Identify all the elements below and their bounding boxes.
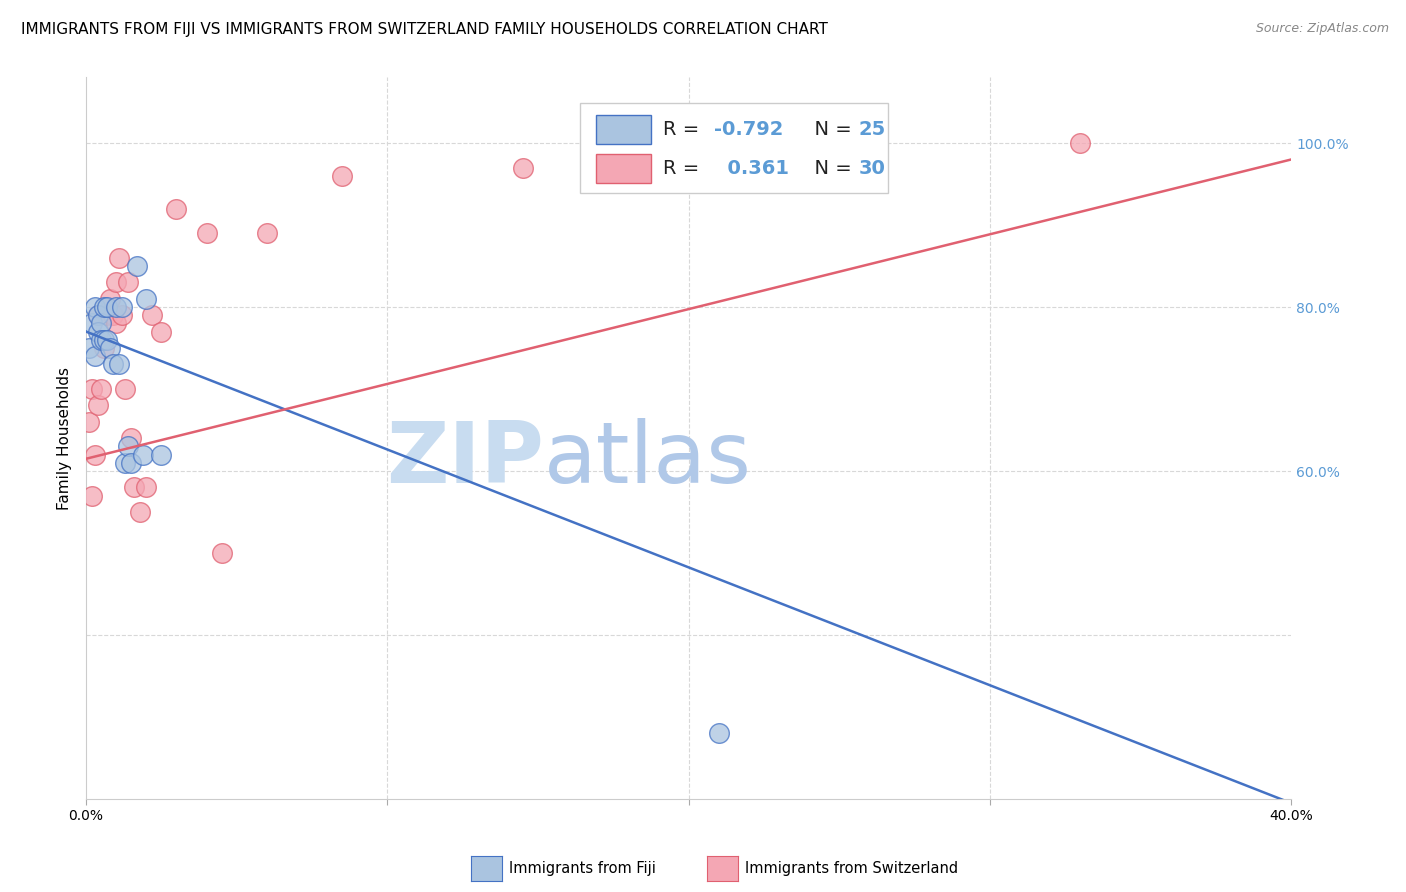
Text: N =: N = bbox=[801, 120, 858, 139]
Point bbox=[135, 480, 157, 494]
Point bbox=[114, 382, 136, 396]
Point bbox=[84, 448, 107, 462]
Point bbox=[166, 202, 188, 216]
Point bbox=[82, 382, 104, 396]
Point bbox=[77, 341, 100, 355]
Point bbox=[127, 259, 149, 273]
Text: 25: 25 bbox=[859, 120, 886, 139]
Text: R =: R = bbox=[664, 120, 706, 139]
Text: atlas: atlas bbox=[544, 418, 752, 501]
Point bbox=[84, 300, 107, 314]
Point bbox=[108, 358, 131, 372]
Point bbox=[124, 480, 146, 494]
FancyBboxPatch shape bbox=[596, 153, 651, 183]
Text: Immigrants from Switzerland: Immigrants from Switzerland bbox=[745, 862, 959, 876]
Point bbox=[87, 325, 110, 339]
Point bbox=[512, 161, 534, 175]
Point bbox=[330, 169, 353, 183]
Point bbox=[150, 448, 173, 462]
Point bbox=[195, 226, 218, 240]
Point bbox=[135, 292, 157, 306]
Point bbox=[93, 333, 115, 347]
Point bbox=[111, 300, 134, 314]
Point bbox=[96, 300, 118, 314]
Point bbox=[150, 325, 173, 339]
Point bbox=[105, 300, 128, 314]
Point bbox=[90, 333, 112, 347]
Point bbox=[82, 489, 104, 503]
Text: 30: 30 bbox=[859, 159, 886, 178]
Point bbox=[114, 456, 136, 470]
Text: -0.792: -0.792 bbox=[714, 120, 783, 139]
Text: R =: R = bbox=[664, 159, 706, 178]
Point bbox=[707, 726, 730, 740]
Point bbox=[93, 341, 115, 355]
Point bbox=[84, 349, 107, 363]
Text: 0.361: 0.361 bbox=[714, 159, 789, 178]
Point bbox=[82, 317, 104, 331]
FancyBboxPatch shape bbox=[596, 115, 651, 145]
Point bbox=[77, 415, 100, 429]
Point bbox=[103, 308, 125, 322]
Point bbox=[90, 317, 112, 331]
Point bbox=[87, 308, 110, 322]
Point bbox=[93, 300, 115, 314]
Point bbox=[105, 317, 128, 331]
Point bbox=[98, 292, 121, 306]
Point bbox=[141, 308, 163, 322]
Point bbox=[108, 251, 131, 265]
Point bbox=[87, 399, 110, 413]
Text: ZIP: ZIP bbox=[387, 418, 544, 501]
Point bbox=[90, 382, 112, 396]
Y-axis label: Family Households: Family Households bbox=[58, 367, 72, 509]
Point bbox=[87, 308, 110, 322]
Text: Source: ZipAtlas.com: Source: ZipAtlas.com bbox=[1256, 22, 1389, 36]
Text: IMMIGRANTS FROM FIJI VS IMMIGRANTS FROM SWITZERLAND FAMILY HOUSEHOLDS CORRELATIO: IMMIGRANTS FROM FIJI VS IMMIGRANTS FROM … bbox=[21, 22, 828, 37]
Point bbox=[129, 505, 152, 519]
Point bbox=[132, 448, 155, 462]
Text: N =: N = bbox=[801, 159, 858, 178]
Point bbox=[103, 358, 125, 372]
Point bbox=[211, 546, 233, 560]
Point bbox=[117, 276, 139, 290]
Point bbox=[96, 308, 118, 322]
Point bbox=[105, 276, 128, 290]
Point bbox=[256, 226, 278, 240]
Point bbox=[96, 333, 118, 347]
Point bbox=[98, 341, 121, 355]
Point bbox=[111, 308, 134, 322]
Point bbox=[120, 456, 142, 470]
Point bbox=[117, 440, 139, 454]
Point bbox=[1069, 136, 1091, 150]
FancyBboxPatch shape bbox=[581, 103, 887, 193]
Text: Immigrants from Fiji: Immigrants from Fiji bbox=[509, 862, 655, 876]
Point bbox=[120, 431, 142, 445]
